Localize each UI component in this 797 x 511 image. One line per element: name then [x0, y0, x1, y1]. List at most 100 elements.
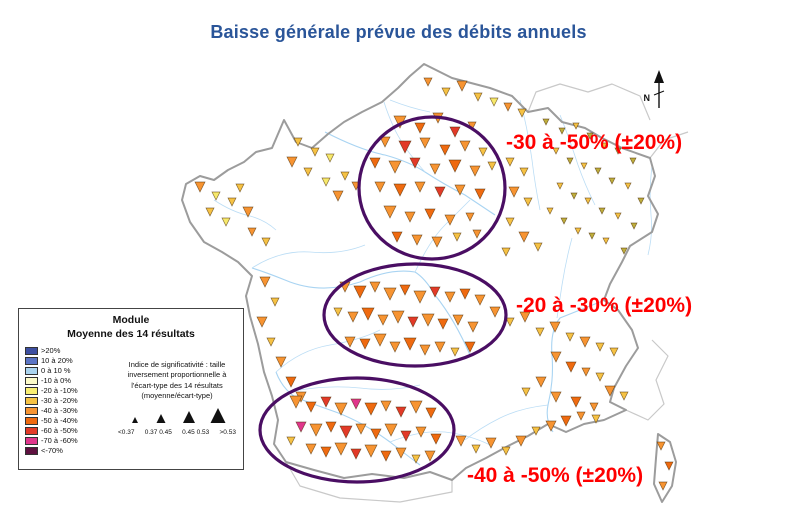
flow-marker	[444, 291, 456, 303]
flow-marker	[286, 156, 298, 168]
flow-marker	[333, 307, 343, 317]
flow-marker	[574, 227, 582, 235]
flow-marker	[630, 222, 638, 230]
flow-marker	[552, 147, 560, 155]
legend-item: -70 à -60%	[25, 436, 113, 445]
flow-marker	[424, 450, 436, 462]
highlight-ellipse	[322, 262, 508, 368]
flow-marker	[560, 415, 572, 427]
flow-marker	[580, 162, 588, 170]
legend-label: -60 à -50%	[41, 426, 78, 436]
flow-marker	[332, 190, 344, 202]
flow-marker	[430, 433, 442, 445]
flow-marker	[542, 118, 550, 126]
flow-marker	[637, 197, 645, 205]
legend-item: -30 à -20%	[25, 396, 113, 405]
flow-marker	[321, 177, 331, 187]
flow-marker	[285, 376, 297, 388]
flow-marker	[266, 337, 276, 347]
flow-marker	[501, 446, 511, 456]
flow-marker	[459, 288, 471, 300]
flow-marker	[211, 191, 221, 201]
flow-marker	[295, 421, 307, 433]
flow-marker	[598, 207, 606, 215]
flow-marker	[600, 142, 608, 150]
flow-marker	[242, 206, 254, 218]
flow-marker	[409, 400, 423, 414]
flow-marker	[344, 336, 356, 348]
flow-marker	[364, 444, 378, 458]
flow-marker	[441, 87, 451, 97]
flow-marker	[380, 400, 392, 412]
flow-marker	[413, 290, 427, 304]
flow-marker	[518, 231, 530, 243]
flow-marker	[469, 165, 481, 177]
flow-marker	[369, 157, 381, 169]
flow-marker	[459, 140, 471, 152]
flow-marker	[347, 311, 359, 323]
legend-item: -40 à -30%	[25, 406, 113, 415]
flow-marker	[350, 398, 362, 410]
legend-swatch	[25, 366, 38, 375]
size-scale-triangle	[132, 416, 138, 423]
flow-marker	[404, 211, 416, 223]
flow-marker	[589, 402, 599, 412]
flow-marker	[361, 307, 375, 321]
flow-marker	[419, 344, 431, 356]
flow-marker	[414, 181, 426, 193]
legend-label: -20 à -10%	[41, 386, 78, 396]
highlight-ellipses	[258, 115, 508, 484]
flow-marker	[364, 402, 378, 416]
flow-marker	[570, 192, 578, 200]
flow-marker	[369, 281, 381, 293]
flow-marker	[275, 356, 287, 368]
flow-marker	[221, 217, 231, 227]
flow-marker	[393, 183, 407, 197]
flow-marker	[519, 311, 531, 323]
flow-marker	[383, 205, 397, 219]
flow-marker	[407, 316, 419, 328]
flow-marker	[429, 163, 441, 175]
flow-marker	[629, 157, 637, 165]
legend-swatch	[25, 346, 38, 355]
legend-swatch	[25, 436, 38, 445]
annotation-north: -30 à -50% (±20%)	[506, 131, 683, 154]
flow-marker	[487, 161, 497, 171]
flow-marker	[581, 367, 591, 377]
flow-marker	[450, 347, 460, 357]
legend-item: 10 à 20%	[25, 356, 113, 365]
legend-swatch	[25, 376, 38, 385]
flow-marker	[449, 126, 461, 138]
flow-marker	[474, 294, 486, 306]
flow-marker	[379, 136, 391, 148]
flow-marker	[448, 159, 462, 173]
flow-marker	[444, 214, 456, 226]
flow-marker	[558, 127, 566, 135]
legend-item: -60 à -50%	[25, 426, 113, 435]
flow-marker	[550, 351, 562, 363]
legend-swatch	[25, 426, 38, 435]
flow-marker	[256, 316, 268, 328]
flow-marker	[429, 286, 441, 298]
flow-marker	[523, 197, 533, 207]
flow-marker	[454, 184, 466, 196]
flow-marker	[576, 411, 586, 421]
legend-label: -30 à -20%	[41, 396, 78, 406]
size-label: 0.37 0.45	[144, 428, 172, 436]
legend-label: 10 à 20%	[41, 356, 73, 366]
flow-marker	[373, 333, 387, 347]
flow-marker	[353, 285, 367, 299]
flow-marker	[584, 197, 592, 205]
flow-marker	[334, 402, 348, 416]
flow-marker	[565, 361, 577, 373]
flow-marker	[350, 448, 362, 460]
flow-marker	[620, 247, 628, 255]
size-label: 0.45 0.53	[182, 428, 210, 436]
flow-marker	[395, 406, 407, 418]
flow-marker	[340, 171, 350, 181]
flow-marker	[399, 284, 411, 296]
size-scale-triangles	[132, 407, 226, 423]
flow-marker	[591, 414, 601, 424]
flow-marker	[325, 421, 337, 433]
legend-label: <-70%	[41, 446, 63, 456]
